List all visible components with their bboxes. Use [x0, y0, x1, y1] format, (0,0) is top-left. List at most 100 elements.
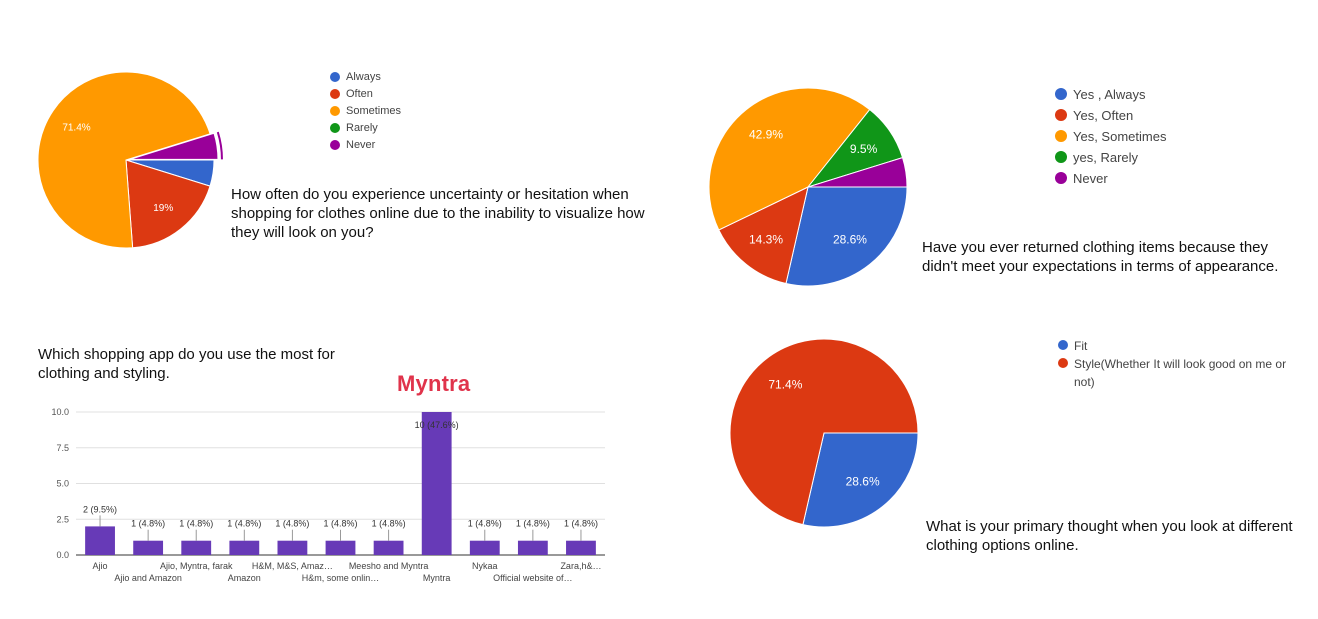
question-hesitation: How often do you experience uncertainty … — [231, 186, 645, 241]
x-tick-label: Myntra — [423, 573, 451, 583]
question-returns: Have you ever returned clothing items be… — [922, 239, 1279, 275]
legend-label: Yes, Often — [1073, 108, 1134, 123]
pie-label-yes-rarely: 9.5% — [850, 142, 878, 156]
legend-label: Yes , Always — [1073, 87, 1146, 102]
y-tick-label: 10.0 — [51, 407, 69, 417]
legend-item-yes-always: Yes , Always — [1055, 84, 1166, 105]
x-tick-label: Nykaa — [472, 561, 498, 571]
legend-item-yes-rarely: yes, Rarely — [1055, 147, 1166, 168]
pie-slice-yes-often — [718, 186, 809, 285]
bar-ajio — [85, 526, 115, 555]
bar-data-label: 1 (4.8%) — [372, 519, 406, 529]
legend-swatch — [330, 123, 340, 133]
question-shopping-app: Which shopping app do you use the most f… — [38, 346, 335, 382]
bar-nykaa — [469, 540, 500, 555]
bar-chart-shopping-app: 0.0 2.5 5.0 7.5 10.0 2 (9.5%) Ajio 1 (4.8%) Ajio… — [51, 407, 605, 583]
bar-data-label: 10 (47.6%) — [415, 420, 459, 430]
y-tick-label: 7.5 — [56, 443, 69, 453]
myntra-highlight: Myntra — [397, 371, 471, 396]
bar-data-label: 1 (4.8%) — [131, 519, 165, 529]
x-tick-label: Amazon — [228, 573, 261, 583]
legend-label: Never — [346, 139, 376, 151]
question-primary-thought: What is your primary thought when you lo… — [926, 518, 1293, 554]
x-tick-label: Ajio, Myntra, farak — [160, 561, 233, 571]
x-tick-label: Ajio — [93, 561, 108, 571]
pie-label-often: 19% — [153, 203, 173, 214]
pie-label-yes-always: 28.6% — [833, 233, 867, 247]
legend-label: Yes, Sometimes — [1073, 129, 1167, 144]
pie-label-yes-often: 14.3% — [749, 233, 783, 247]
x-tick-label: H&M, M&S, Amaz… — [252, 561, 333, 571]
legend-swatch — [330, 106, 340, 116]
bar-data-label: 1 (4.8%) — [179, 519, 213, 529]
x-tick-label: Official website of… — [493, 573, 572, 583]
pie-slice-style-whether-it-will-look-good-on-me-or-not — [729, 338, 919, 526]
legend-label: Fit — [1074, 339, 1088, 353]
pie-slice-often — [125, 159, 211, 249]
bar-data-label: 1 (4.8%) — [275, 519, 309, 529]
pie-slice-highlight-ring — [216, 131, 223, 160]
pie-chart-hesitation: 19% 71.4% — [37, 71, 223, 249]
legend-swatch — [330, 89, 340, 99]
legend-item-yes-sometimes: Yes, Sometimes — [1055, 126, 1166, 147]
x-tick-label: H&m, some onlin… — [302, 573, 380, 583]
x-tick-label: Meesho and Myntra — [349, 561, 429, 571]
bar-data-label: 1 (4.8%) — [564, 519, 598, 529]
legend-primary-thought: Fit Style(Whether It will look good on me… — [1058, 337, 1302, 391]
legend-item-style-whether-it-will-look-good-on-me-or-not: Style(Whether It will look good on me or… — [1058, 355, 1302, 391]
pie-slice-fit — [802, 432, 919, 528]
bar-zara-h — [566, 540, 596, 555]
legend-swatch — [1055, 172, 1067, 184]
legend-item-sometimes: Sometimes — [330, 103, 401, 120]
legend-item-never: Never — [330, 137, 401, 154]
pie-chart-primary-thought: 28.6% 71.4% — [729, 338, 919, 528]
x-tick-label: Zara,h&… — [560, 561, 601, 571]
y-tick-label: 2.5 — [56, 514, 69, 524]
legend-item-always: Always — [330, 69, 401, 86]
bar-h-m-m-s-amaz — [277, 540, 308, 555]
legend-swatch — [1055, 88, 1067, 100]
x-tick-label: Ajio and Amazon — [114, 573, 182, 583]
pie-label-yes-sometimes: 42.9% — [749, 127, 783, 141]
bar-h-m-some-onlin — [325, 540, 356, 555]
bar-ajio-and-amazon — [133, 540, 164, 555]
legend-returns: Yes , Always Yes, Often Yes, Sometimes yes,… — [1055, 84, 1166, 189]
legend-swatch — [1055, 151, 1067, 163]
legend-swatch — [1058, 358, 1068, 368]
pie-slice-never — [129, 132, 219, 160]
legend-swatch — [1055, 130, 1067, 142]
legend-item-yes-often: Yes, Often — [1055, 105, 1166, 126]
bar-data-label: 1 (4.8%) — [227, 519, 261, 529]
bar-data-label: 1 (4.8%) — [468, 519, 502, 529]
pie-slice-never — [807, 156, 908, 188]
pie-slice-yes-always — [785, 186, 908, 287]
bar-meesho-and-myntra — [373, 540, 404, 555]
bar-data-label: 1 (4.8%) — [516, 519, 550, 529]
pie-slice-yes-sometimes — [708, 87, 871, 231]
legend-item-never: Never — [1055, 168, 1166, 189]
legend-swatch — [330, 140, 340, 150]
pie-label-sometimes: 71.4% — [62, 122, 90, 133]
legend-swatch — [1058, 340, 1068, 350]
legend-label: Never — [1073, 171, 1108, 186]
bar-data-label: 1 (4.8%) — [323, 519, 357, 529]
pie-slice-sometimes — [37, 71, 211, 249]
bar-ajio-myntra-farak — [181, 540, 212, 555]
legend-label: yes, Rarely — [1073, 150, 1139, 165]
legend-label: Sometimes — [346, 105, 402, 117]
bar-amazon — [229, 540, 260, 555]
pie-label-fit: 28.6% — [846, 475, 880, 489]
legend-item-fit: Fit — [1058, 337, 1302, 355]
legend-label: Style(Whether It will look good on me or… — [1074, 357, 1287, 389]
legend-hesitation: Always Often Sometimes Rarely Never — [330, 69, 401, 154]
legend-label: Always — [346, 71, 381, 83]
legend-item-rarely: Rarely — [330, 120, 401, 137]
legend-swatch — [330, 72, 340, 82]
pie-label-style-whether-it-will-look-good-on-me-or-not: 71.4% — [768, 377, 802, 391]
legend-item-often: Often — [330, 86, 401, 103]
y-tick-label: 0.0 — [56, 550, 69, 560]
pie-chart-returns: 28.6% 14.3% 42.9% 9.5% — [708, 87, 908, 287]
bar-myntra — [421, 412, 452, 555]
bar-data-label: 2 (9.5%) — [83, 504, 117, 514]
legend-swatch — [1055, 109, 1067, 121]
